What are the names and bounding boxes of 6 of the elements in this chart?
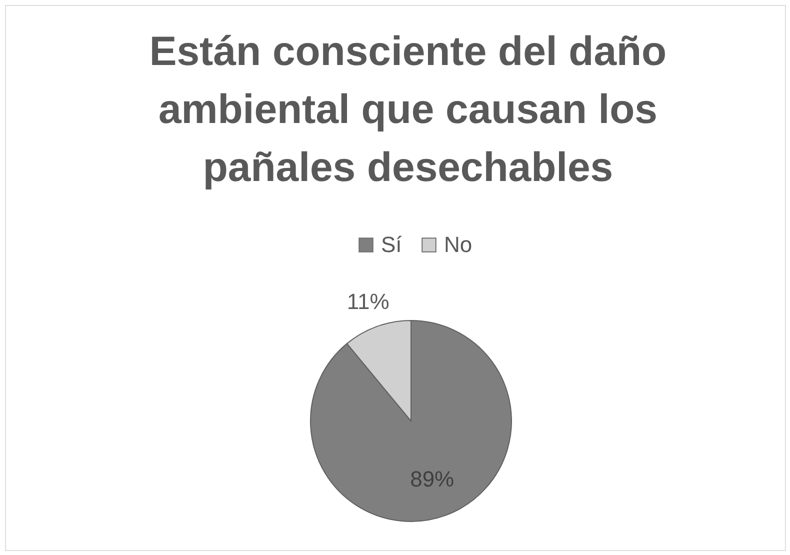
legend-label: Sí	[381, 232, 402, 257]
chart-title: Están consciente del daño ambiental que causan los pañales desechables	[149, 28, 667, 190]
pie-slice	[310, 320, 512, 522]
data-label: 89%	[410, 466, 454, 492]
legend-label: No	[444, 232, 472, 257]
data-label: 11%	[346, 288, 390, 314]
